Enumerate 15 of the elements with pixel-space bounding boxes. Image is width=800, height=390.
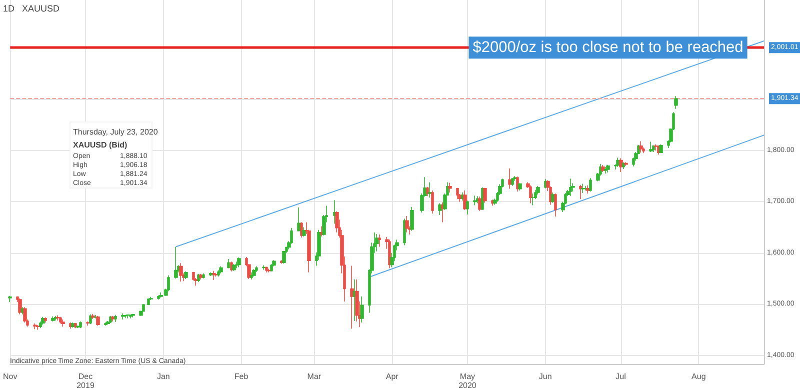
x-tick-label: May 2020: [458, 372, 477, 390]
x-tick-label: Jan: [156, 372, 170, 381]
x-tick-label: Nov: [2, 372, 18, 381]
annotation: $2000/oz is too close not to be reached: [472, 39, 744, 56]
x-tick-label: Jun: [538, 372, 552, 381]
x-tick-label: Apr: [386, 372, 399, 381]
x-tick-label: Dec 2019: [76, 372, 95, 390]
x-tick-label: Mar: [307, 372, 322, 381]
annotation: Thursday, July 23, 2020: [73, 128, 158, 136]
annotation: 1D: [3, 4, 16, 14]
annotation: XAUUSD (Bid): [73, 140, 128, 150]
annotation: XAUUSD: [22, 4, 60, 14]
x-tick-label: Aug: [692, 372, 706, 381]
x-tick-label: Jul: [616, 372, 626, 381]
x-tick-label: Feb: [234, 372, 249, 381]
